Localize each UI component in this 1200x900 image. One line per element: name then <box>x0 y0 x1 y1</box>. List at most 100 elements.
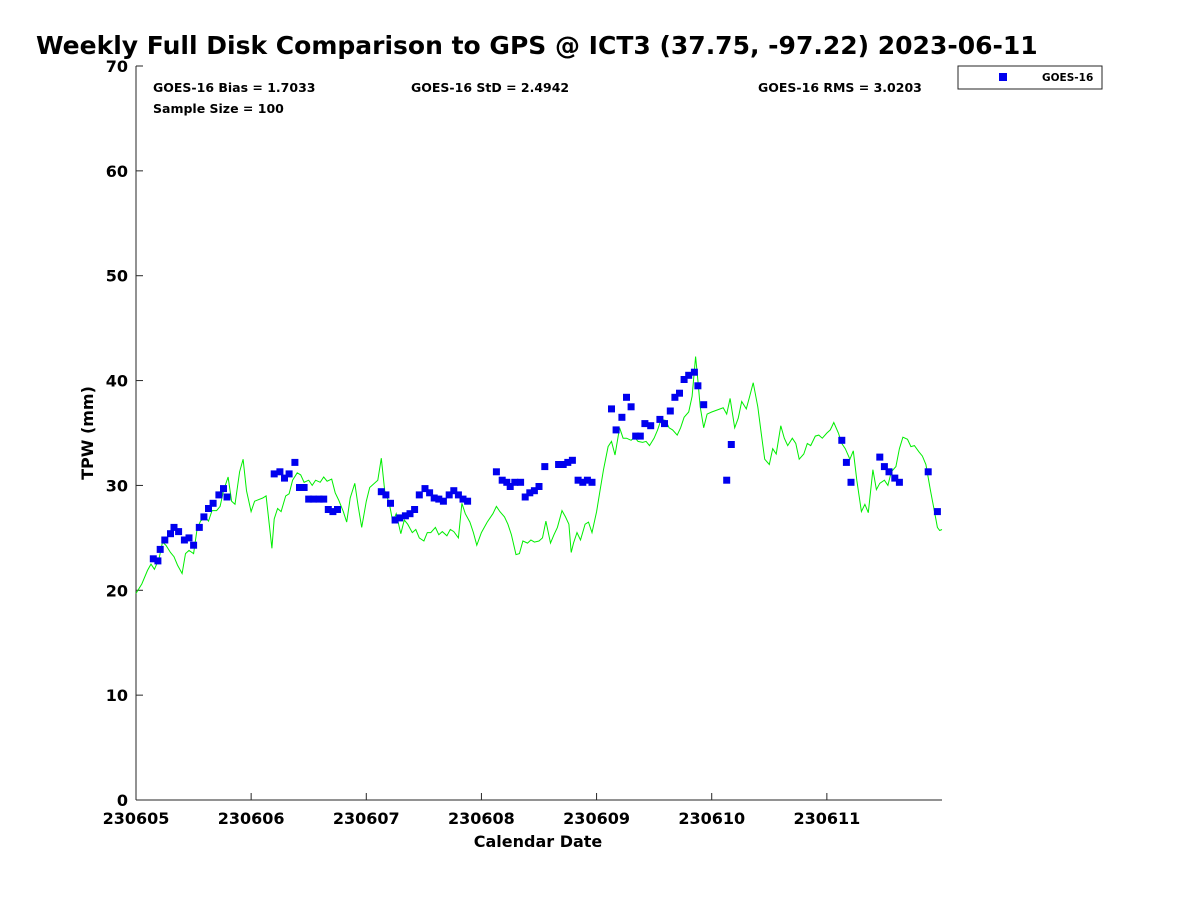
goes-16-point <box>641 420 649 428</box>
goes-16-point <box>220 485 227 493</box>
x-tick-label: 230609 <box>563 809 630 828</box>
goes-16-point <box>320 495 328 503</box>
goes-16-point <box>579 478 587 486</box>
x-tick-label: 230608 <box>448 809 515 828</box>
goes-16-point <box>382 491 390 499</box>
y-axis-label: TPW (mm) <box>78 386 97 480</box>
goes-16-point <box>329 508 337 516</box>
goes-16-point <box>396 514 404 522</box>
goes-16-point <box>391 516 399 524</box>
goes-16-point <box>300 484 308 491</box>
goes-16-point <box>445 491 453 499</box>
goes-16-point <box>555 461 563 468</box>
std-stat: GOES-16 StD = 2.4942 <box>411 80 569 95</box>
goes-16-point <box>564 458 572 466</box>
goes-16-point <box>885 468 893 476</box>
goes-16-point <box>559 461 567 468</box>
goes-16-point <box>632 432 640 440</box>
legend-label-goes-16: GOES-16 <box>1042 72 1093 84</box>
goes-16-point <box>439 497 447 505</box>
rms-stat: GOES-16 RMS = 3.0203 <box>758 80 922 95</box>
plot-frame <box>135 66 942 801</box>
legend-marker-goes-16 <box>999 73 1007 81</box>
goes-16-point <box>195 523 203 531</box>
y-tick-label: 20 <box>106 581 128 600</box>
goes-16-point <box>281 474 288 482</box>
goes-16-point <box>506 483 514 490</box>
goes-16-point <box>574 476 582 484</box>
goes-16-point <box>454 491 462 499</box>
x-tick-label: 230607 <box>333 809 400 828</box>
goes-16-point <box>154 557 162 565</box>
goes-16-point <box>583 476 591 484</box>
legend-box <box>957 65 1103 90</box>
goes-16-point <box>623 393 630 401</box>
goes-16-point <box>933 508 941 516</box>
goes-16-point <box>215 491 223 499</box>
goes-16-point <box>694 382 702 390</box>
goes-16-point <box>526 489 534 497</box>
goes-16-point <box>498 476 506 484</box>
goes-16-point <box>200 513 208 521</box>
chart-title: Weekly Full Disk Comparison to GPS @ ICT… <box>36 31 1038 60</box>
goes-16-point <box>588 478 596 486</box>
goes-16-point <box>671 393 679 401</box>
legend: GOES-16 <box>957 65 1103 90</box>
x-tick-label: 230611 <box>793 809 860 828</box>
goes-16-point <box>190 541 198 549</box>
goes-16-point <box>511 478 519 486</box>
goes-16-point <box>276 468 284 476</box>
gps-series-line <box>135 356 943 594</box>
bias-stat: GOES-16 Bias = 1.7033 <box>153 80 315 95</box>
y-tick-label: 70 <box>106 57 128 76</box>
goes-16-point <box>723 476 731 484</box>
goes-16-point <box>895 478 903 486</box>
goes-16-point <box>285 470 293 478</box>
x-tick-label: 230610 <box>678 809 745 828</box>
goes-16-point <box>315 495 323 503</box>
goes-16-point <box>205 505 212 512</box>
goes-16-point <box>612 426 620 434</box>
goes-16-point <box>406 510 414 518</box>
goes-16-point <box>291 458 299 466</box>
goes-16-point <box>891 474 899 482</box>
y-tick-label: 0 <box>117 791 128 810</box>
goes-16-point <box>459 495 467 503</box>
goes-16-point <box>503 478 511 486</box>
goes-16-point <box>690 368 698 376</box>
goes-16-point <box>676 389 683 397</box>
goes-16-point <box>464 497 472 505</box>
goes-16-point <box>430 494 438 502</box>
goes-16-point <box>175 528 183 536</box>
x-tick-label: 230606 <box>218 809 285 828</box>
goes-16-point <box>411 506 419 513</box>
goes-16-point <box>296 484 303 491</box>
x-tick-label: 230605 <box>103 809 170 828</box>
goes-16-point <box>450 487 458 495</box>
goes-16-point <box>876 453 884 461</box>
goes-16-point <box>647 422 655 430</box>
goes-16-point <box>435 495 443 503</box>
goes-16-point <box>608 405 615 413</box>
goes-16-point <box>334 506 341 513</box>
goes-16-point <box>492 468 500 476</box>
goes-16-point <box>167 530 174 538</box>
goes-16-series-points <box>149 368 941 565</box>
goes-16-point <box>185 534 193 542</box>
x-axis-ticks: 230605 230606 230607 230608 230609 230610 2306… <box>103 793 860 828</box>
goes-16-point <box>847 478 855 486</box>
goes-16-point <box>415 491 423 499</box>
y-tick-label: 30 <box>106 476 128 495</box>
goes-16-point <box>924 468 932 476</box>
goes-16-point <box>223 493 231 501</box>
goes-16-point <box>666 407 674 415</box>
goes-16-point <box>661 420 668 428</box>
goes-16-point <box>161 536 169 544</box>
goes-16-point <box>535 483 543 490</box>
y-tick-label: 60 <box>106 162 128 181</box>
goes-16-point <box>727 441 735 448</box>
goes-16-point <box>680 376 688 383</box>
goes-16-point <box>421 485 429 493</box>
goes-16-point <box>530 487 538 495</box>
